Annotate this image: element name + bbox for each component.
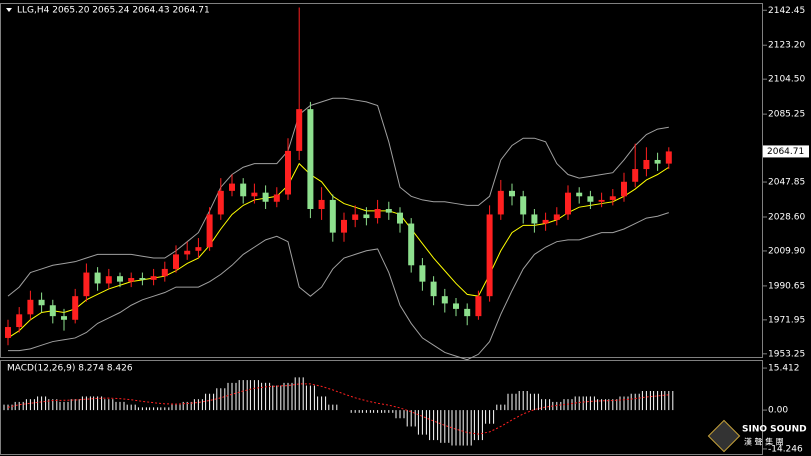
candle-body <box>509 190 515 197</box>
candle-body <box>262 192 269 202</box>
y-tick-label: 2047.85 <box>768 178 805 188</box>
candle-body <box>229 183 235 191</box>
macd-title: MACD(12,26,9) 8.274 8.426 <box>7 364 133 374</box>
candle-body <box>285 150 291 195</box>
candle-body <box>217 190 224 215</box>
candle-body <box>49 305 56 317</box>
candle-body <box>94 272 101 284</box>
price-label-box <box>763 145 809 158</box>
y-tick-label: 2028.60 <box>768 212 805 222</box>
candle-body <box>206 214 213 248</box>
candle-body <box>117 276 123 282</box>
candle-body <box>341 219 347 233</box>
candle-body <box>251 192 258 197</box>
candle-body <box>531 214 538 224</box>
candle-body <box>184 250 191 255</box>
y-tick-label: 2009.90 <box>768 246 805 256</box>
candle-body <box>83 272 90 297</box>
candle-body <box>273 194 280 202</box>
candle-body <box>598 199 605 202</box>
candle-body <box>385 209 392 213</box>
candle-body <box>16 314 23 328</box>
logo-name: SINO SOUND <box>742 425 807 435</box>
candle-body <box>318 199 325 210</box>
candle-body <box>363 214 370 219</box>
y-tick-label: 1953.25 <box>768 349 805 359</box>
candle-body <box>430 281 437 297</box>
candle-body <box>61 316 67 320</box>
y-tick-label: 2123.20 <box>768 41 805 51</box>
candle-body <box>5 327 11 338</box>
indicator-line <box>7 97 669 297</box>
candle-body <box>497 190 504 215</box>
logo-icon <box>707 419 741 453</box>
candle-body <box>419 265 426 282</box>
candle-body <box>105 276 112 284</box>
y-tick-label: -14.246 <box>768 444 803 454</box>
y-tick-label: 2142.45 <box>768 6 805 16</box>
candle-body <box>408 223 415 266</box>
candle-body <box>139 278 146 280</box>
candle-body <box>397 212 403 224</box>
y-tick-label: 0.00 <box>768 406 788 416</box>
candle-body <box>475 296 482 317</box>
y-tick-label: 15.412 <box>768 364 800 374</box>
candle-body <box>665 151 672 164</box>
candle-body <box>632 169 639 182</box>
candle-body <box>38 299 45 306</box>
candle-body <box>542 219 549 224</box>
candle-body <box>240 183 247 197</box>
y-tick-label: 2104.50 <box>768 75 805 85</box>
candle-body <box>464 308 471 317</box>
candle-body <box>520 196 527 215</box>
candle-body <box>195 247 202 251</box>
candle-body <box>161 268 168 277</box>
y-tick-label: 1990.65 <box>768 281 805 291</box>
indicator-line <box>8 212 669 361</box>
candle-body <box>565 192 571 215</box>
candle-body <box>453 303 459 309</box>
candle-body <box>576 192 583 197</box>
menu-arrow <box>6 8 12 12</box>
candle-body <box>27 299 34 315</box>
price-pane <box>0 3 763 358</box>
chart-title: LLG,H4 2065.20 2065.24 2064.43 2064.71 <box>17 6 210 16</box>
candle-body <box>553 214 560 220</box>
y-tick-label: 2085.25 <box>768 110 805 120</box>
candle-body <box>352 214 359 220</box>
candle-body <box>609 196 616 200</box>
candle-body <box>329 199 336 233</box>
logo-sub: 漢 聲 集 團 <box>744 437 784 447</box>
candle-body <box>128 278 135 282</box>
candle-body <box>150 276 157 280</box>
y-tick-label: 1971.95 <box>768 315 805 325</box>
candle-body <box>621 181 627 197</box>
candle-body <box>307 109 314 210</box>
macd-pane <box>0 360 763 455</box>
candle-body <box>643 159 650 170</box>
logo: SINO SOUND 漢 聲 集 團 <box>707 419 807 453</box>
candle-body <box>441 296 448 304</box>
candle-body <box>486 214 493 297</box>
candle-body <box>654 159 661 164</box>
candle-body <box>374 209 381 219</box>
candle-body <box>296 109 303 151</box>
price-label: 2064.71 <box>767 147 804 157</box>
candle-body <box>72 296 79 320</box>
candle-body <box>173 254 179 269</box>
candle-body <box>587 196 594 202</box>
